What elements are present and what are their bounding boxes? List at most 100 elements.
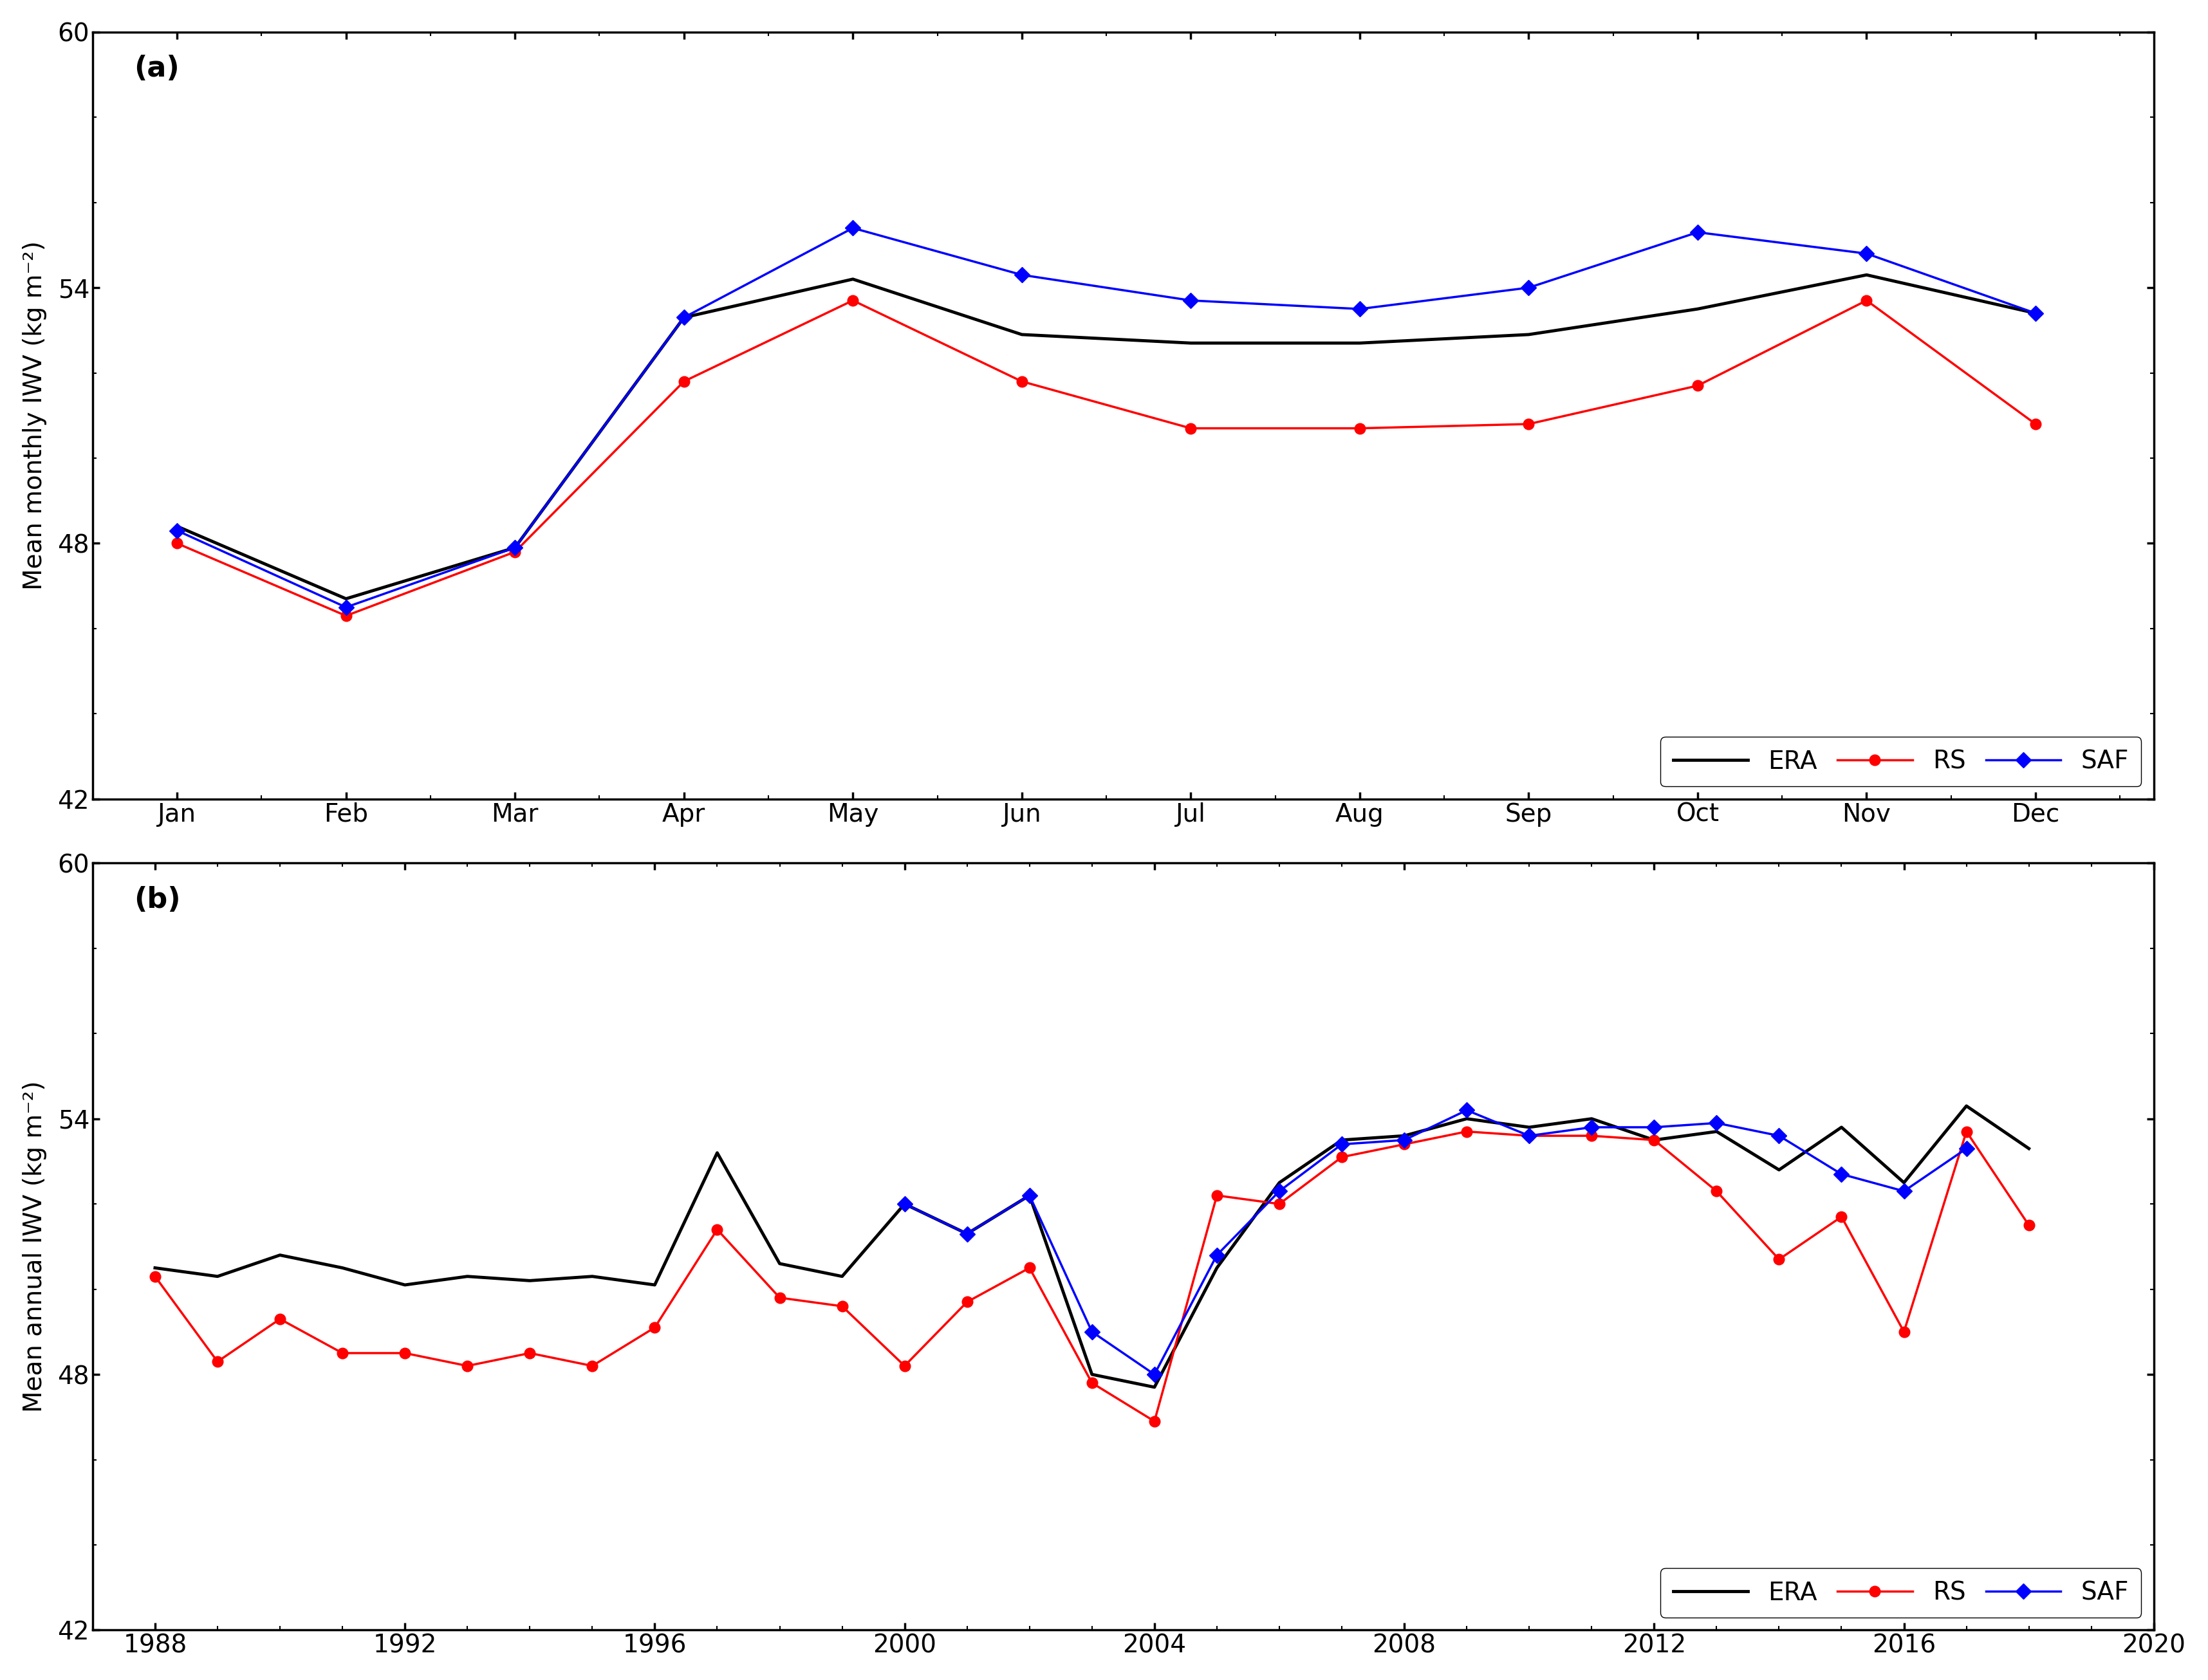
RS bbox=[1016, 1258, 1042, 1278]
RS bbox=[578, 1356, 605, 1376]
Line: ERA: ERA bbox=[155, 1105, 2029, 1388]
RS bbox=[2023, 413, 2049, 433]
RS bbox=[1329, 1147, 1356, 1168]
RS bbox=[455, 1356, 481, 1376]
ERA bbox=[1080, 1364, 1106, 1384]
RS bbox=[517, 1342, 543, 1362]
ERA bbox=[671, 307, 698, 328]
SAF bbox=[163, 521, 190, 541]
ERA bbox=[205, 1267, 232, 1287]
RS bbox=[141, 1267, 168, 1287]
RS bbox=[828, 1297, 854, 1317]
RS bbox=[1954, 1122, 1981, 1142]
ERA bbox=[766, 1253, 793, 1273]
RS bbox=[501, 541, 528, 561]
ERA bbox=[1954, 1095, 1981, 1116]
ERA bbox=[333, 588, 360, 608]
RS bbox=[333, 606, 360, 627]
ERA bbox=[1517, 1117, 1543, 1137]
ERA bbox=[1641, 1131, 1667, 1151]
ERA bbox=[1853, 265, 1879, 286]
RS bbox=[205, 1351, 232, 1371]
RS bbox=[1685, 376, 1711, 396]
SAF bbox=[1329, 1134, 1356, 1154]
SAF bbox=[1890, 1181, 1917, 1201]
SAF bbox=[954, 1223, 980, 1243]
RS bbox=[1391, 1134, 1418, 1154]
ERA bbox=[1142, 1378, 1168, 1398]
Legend: ERA, RS, SAF: ERA, RS, SAF bbox=[1660, 1567, 2142, 1618]
Line: RS: RS bbox=[172, 296, 2040, 622]
RS bbox=[671, 371, 698, 391]
RS bbox=[1517, 1126, 1543, 1146]
ERA bbox=[2023, 302, 2049, 323]
ERA bbox=[1177, 333, 1203, 353]
SAF bbox=[1453, 1100, 1479, 1121]
RS bbox=[954, 1292, 980, 1312]
RS bbox=[2016, 1215, 2042, 1235]
SAF bbox=[1080, 1322, 1106, 1342]
SAF bbox=[1016, 1186, 1042, 1206]
RS bbox=[1142, 1411, 1168, 1431]
SAF bbox=[1641, 1117, 1667, 1137]
Text: (a): (a) bbox=[135, 55, 179, 82]
Y-axis label: Mean monthly IWV (kg m⁻²): Mean monthly IWV (kg m⁻²) bbox=[22, 240, 46, 590]
SAF bbox=[1517, 1126, 1543, 1146]
ERA bbox=[163, 516, 190, 536]
RS bbox=[391, 1342, 417, 1362]
Line: SAF: SAF bbox=[172, 223, 2040, 613]
RS bbox=[1853, 291, 1879, 311]
RS bbox=[267, 1309, 294, 1329]
ERA bbox=[517, 1270, 543, 1290]
RS bbox=[1641, 1131, 1667, 1151]
Line: RS: RS bbox=[150, 1126, 2034, 1426]
RS bbox=[1203, 1186, 1230, 1206]
SAF bbox=[1579, 1117, 1605, 1137]
ERA bbox=[1766, 1159, 1793, 1179]
ERA bbox=[1329, 1131, 1356, 1151]
ERA bbox=[643, 1275, 669, 1295]
SAF bbox=[333, 596, 360, 617]
SAF bbox=[1766, 1126, 1793, 1146]
SAF bbox=[1685, 222, 1711, 242]
SAF bbox=[839, 218, 866, 239]
RS bbox=[766, 1287, 793, 1307]
ERA bbox=[1702, 1122, 1729, 1142]
ERA bbox=[704, 1142, 731, 1163]
ERA bbox=[828, 1267, 854, 1287]
RS bbox=[1579, 1126, 1605, 1146]
RS bbox=[163, 533, 190, 553]
RS bbox=[704, 1220, 731, 1240]
ERA bbox=[578, 1267, 605, 1287]
RS bbox=[1347, 418, 1373, 438]
ERA bbox=[839, 269, 866, 289]
RS bbox=[1702, 1181, 1729, 1201]
RS bbox=[1766, 1250, 1793, 1270]
ERA bbox=[1685, 299, 1711, 319]
ERA bbox=[267, 1245, 294, 1265]
RS bbox=[1828, 1206, 1855, 1226]
SAF bbox=[1009, 265, 1036, 286]
ERA bbox=[1265, 1173, 1292, 1193]
Y-axis label: Mean annual IWV (kg m⁻²): Mean annual IWV (kg m⁻²) bbox=[22, 1080, 46, 1413]
RS bbox=[1890, 1322, 1917, 1342]
SAF bbox=[671, 307, 698, 328]
Line: SAF: SAF bbox=[899, 1105, 1972, 1379]
SAF bbox=[1954, 1139, 1981, 1159]
RS bbox=[1515, 413, 1541, 433]
RS bbox=[1080, 1373, 1106, 1393]
RS bbox=[839, 291, 866, 311]
RS bbox=[643, 1317, 669, 1337]
Text: (b): (b) bbox=[135, 885, 181, 914]
ERA bbox=[1828, 1117, 1855, 1137]
ERA bbox=[1515, 324, 1541, 344]
ERA bbox=[1453, 1109, 1479, 1129]
SAF bbox=[1853, 244, 1879, 264]
RS bbox=[1453, 1122, 1479, 1142]
ERA bbox=[329, 1258, 355, 1278]
RS bbox=[1177, 418, 1203, 438]
ERA bbox=[1009, 324, 1036, 344]
ERA bbox=[1347, 333, 1373, 353]
SAF bbox=[1391, 1131, 1418, 1151]
ERA bbox=[954, 1223, 980, 1243]
